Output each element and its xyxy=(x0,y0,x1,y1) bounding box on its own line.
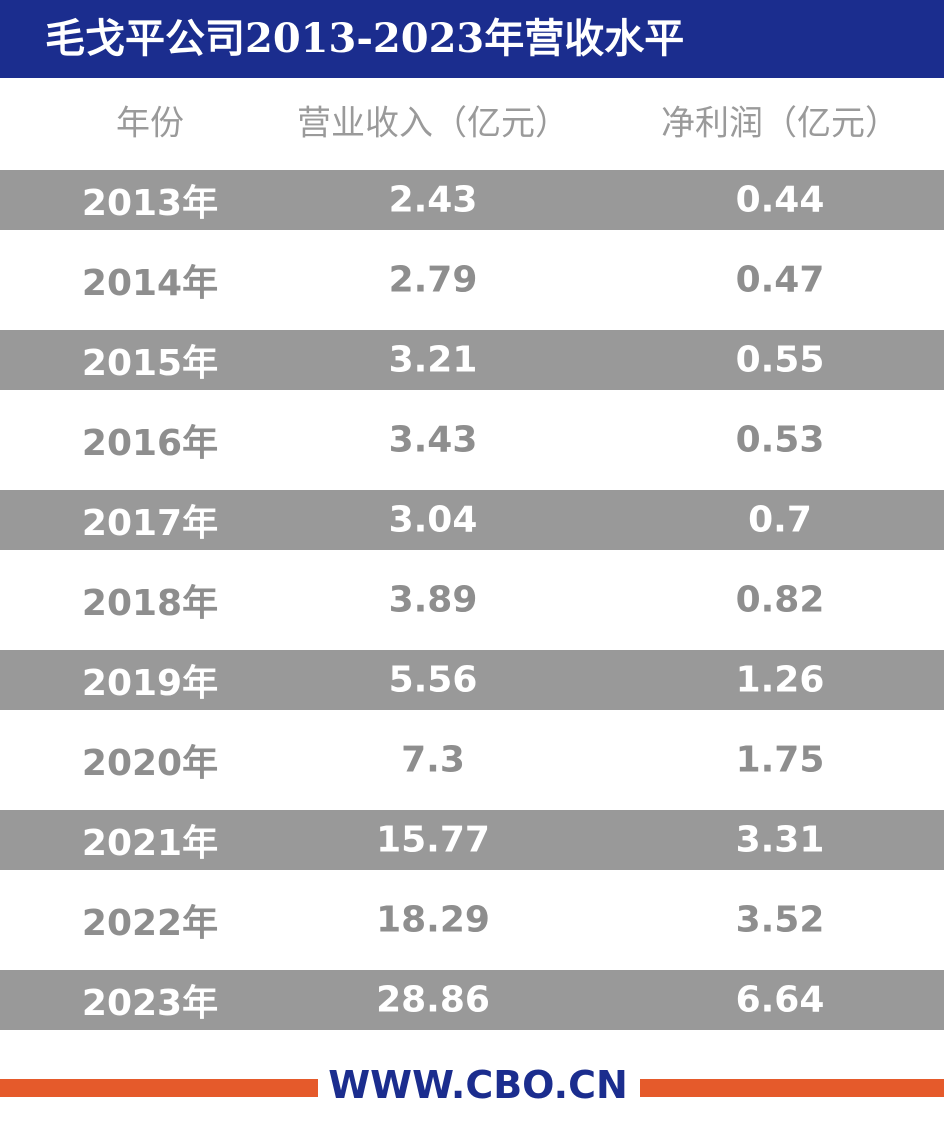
table-cell: 6.64 xyxy=(735,979,825,1021)
divider-right xyxy=(640,1079,944,1097)
table-cell: 3.21 xyxy=(388,339,478,381)
table-cell: 0.53 xyxy=(735,419,825,461)
table-cell: 2013年 xyxy=(81,183,219,224)
table-cell: 2014年 xyxy=(81,263,219,304)
column-header: 营业收入（亿元） xyxy=(297,103,569,144)
divider-left xyxy=(0,1079,318,1097)
table-cell: 0.55 xyxy=(735,339,825,381)
table-cell: 2016年 xyxy=(81,423,219,464)
title-bar xyxy=(0,0,944,78)
table-cell: 2.79 xyxy=(388,259,478,301)
table-cell: 3.43 xyxy=(388,419,478,461)
table-cell: 0.47 xyxy=(735,259,825,301)
table-cell: 2022年 xyxy=(81,903,219,944)
table-cell: 15.77 xyxy=(376,819,490,861)
row-band xyxy=(0,810,944,870)
table-cell: 1.26 xyxy=(735,659,825,701)
table-cell: 3.04 xyxy=(388,499,478,541)
row-band xyxy=(0,330,944,390)
row-band xyxy=(0,490,944,550)
table-cell: 2015年 xyxy=(81,343,219,384)
table-cell: 2023年 xyxy=(81,983,219,1024)
table-cell: 3.52 xyxy=(735,899,825,941)
row-band xyxy=(0,970,944,1030)
row-band xyxy=(0,650,944,710)
table-cell: 2018年 xyxy=(81,583,219,624)
table-cell: 7.3 xyxy=(401,739,465,781)
table-cell: 0.44 xyxy=(735,179,825,221)
column-header: 年份 xyxy=(116,103,184,144)
table-cell: 0.7 xyxy=(748,499,812,541)
table-cell: 2017年 xyxy=(81,503,219,544)
table-cell: 2020年 xyxy=(81,743,219,784)
column-header: 净利润（亿元） xyxy=(661,103,899,144)
table-cell: 3.31 xyxy=(735,819,825,861)
table-cell: 18.29 xyxy=(376,899,490,941)
table-cell: 5.56 xyxy=(388,659,478,701)
table-cell: 3.89 xyxy=(388,579,478,621)
table-cell: 2021年 xyxy=(81,823,219,864)
table-cell: 28.86 xyxy=(376,979,490,1021)
site-url: WWW.CBO.CN xyxy=(328,1063,628,1107)
table-cell: 2.43 xyxy=(388,179,478,221)
table-cell: 0.82 xyxy=(735,579,825,621)
table-cell: 1.75 xyxy=(735,739,825,781)
table-cell: 2019年 xyxy=(81,663,219,704)
row-band xyxy=(0,170,944,230)
title: 毛戈平公司2013-2023年营收水平 xyxy=(45,15,685,62)
